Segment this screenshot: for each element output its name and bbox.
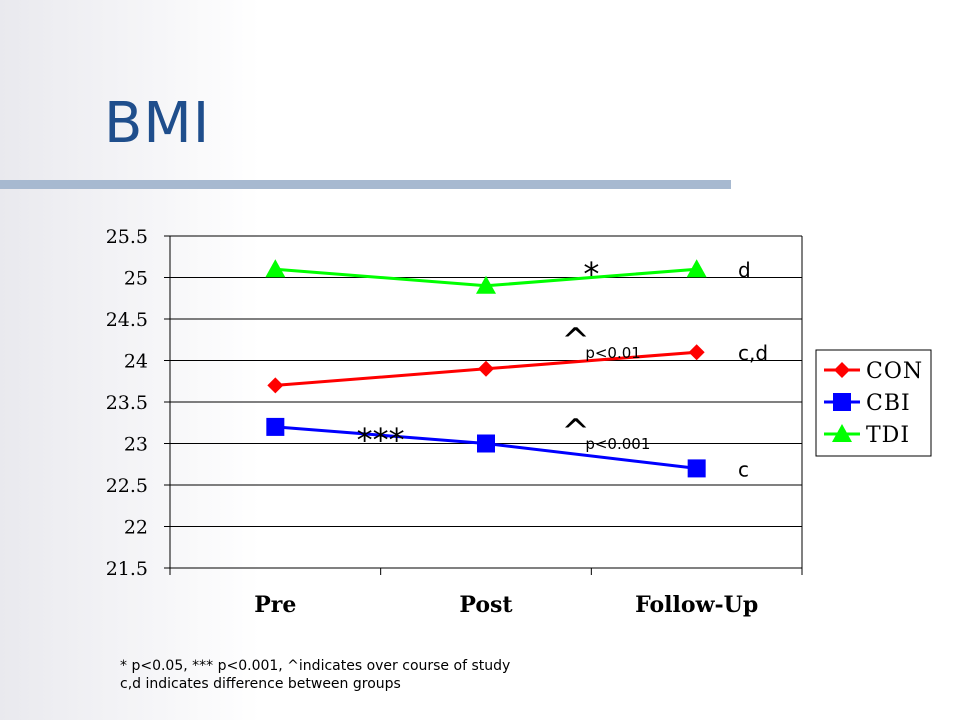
y-tick-label: 23.5 [106,392,148,414]
x-category-label: Post [459,592,513,618]
significance-stars: *** [357,421,405,459]
title-underline [0,180,731,189]
y-tick-label: 25.5 [106,226,148,248]
data-point-tdi [265,259,286,278]
y-tick-label: 21.5 [106,558,148,580]
y-tick-label: 22.5 [106,475,148,497]
significance-stars: * [583,255,599,293]
y-tick-label: 24 [124,351,148,373]
x-category-label: Follow-Up [635,592,758,618]
y-tick-label: 22 [124,517,148,539]
legend-marker-con [834,362,850,378]
significance-caret: ^ [561,321,590,361]
slide-title: BMI [104,91,211,156]
footnote-significance: * p<0.05, *** p<0.001, ^indicates over c… [120,658,511,674]
legend-label-cbi: CBI [866,391,911,416]
data-point-con [688,344,705,361]
group-label-cbi: c [738,457,749,481]
group-label-con: c,d [738,341,768,365]
footnote-groups: c,d indicates difference between groups [120,676,401,692]
data-point-cbi [266,417,285,436]
footnotes: * p<0.05, *** p<0.001, ^indicates over c… [120,657,510,693]
significance-pvalue: p<0.01 [585,344,641,362]
legend-marker-cbi [833,393,851,411]
data-point-con [478,360,494,377]
data-point-tdi [686,259,707,278]
y-tick-label: 23 [124,434,148,456]
data-point-con [267,377,284,394]
significance-pvalue: p<0.001 [585,435,650,453]
x-category-label: Pre [254,592,296,618]
data-point-cbi [687,459,706,478]
group-label-tdi: d [738,258,751,282]
data-point-tdi [476,275,496,294]
y-tick-label: 24.5 [106,309,148,331]
legend-label-con: CON [866,359,923,384]
legend-label-tdi: TDI [866,423,910,448]
data-point-cbi [477,434,495,453]
y-tick-label: 25 [124,268,148,290]
legend-marker-tdi [832,424,852,442]
significance-caret: ^ [561,412,590,452]
